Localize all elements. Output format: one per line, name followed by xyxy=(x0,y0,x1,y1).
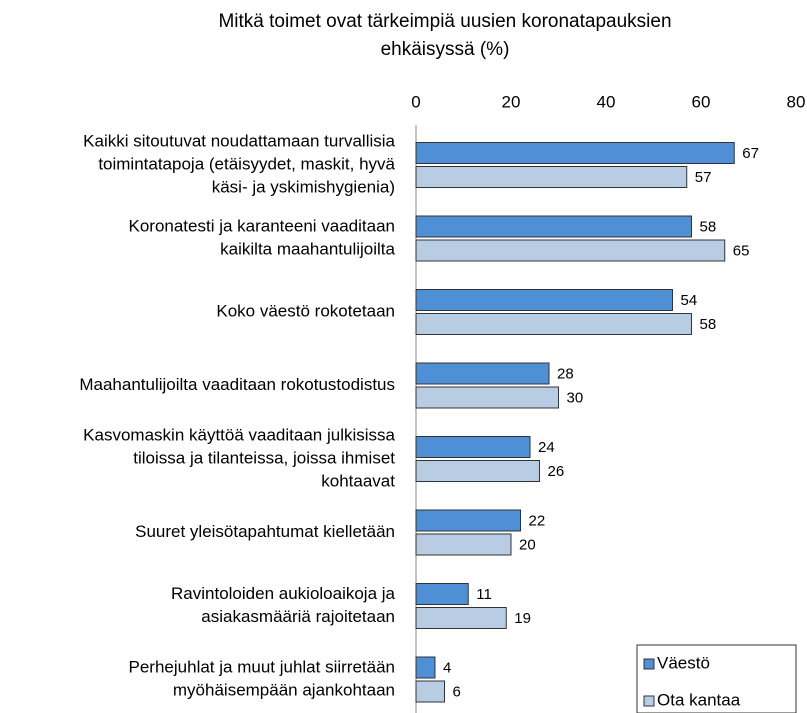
value-label: 26 xyxy=(548,463,565,480)
value-label: 22 xyxy=(529,512,546,529)
x-tick-label: 80 xyxy=(787,92,806,111)
bar xyxy=(415,239,726,262)
category-label: toimintatapoja (etäisyydet, maskit, hyvä xyxy=(98,154,395,173)
bar xyxy=(415,436,531,458)
value-label: 58 xyxy=(700,316,717,333)
bar xyxy=(415,656,436,679)
value-label: 20 xyxy=(519,536,536,553)
category-label: Koko väestö rokotetaan xyxy=(216,301,395,320)
legend-box xyxy=(636,644,797,713)
value-label: 54 xyxy=(681,292,698,309)
value-label: 24 xyxy=(538,439,555,456)
value-label: 58 xyxy=(700,218,717,235)
value-label: 4 xyxy=(443,659,451,676)
category-label: Kaikki sitoutuvat noudattamaan turvallis… xyxy=(83,131,395,150)
x-tick-label: 20 xyxy=(502,92,521,111)
legend-label: Ota kantaa xyxy=(657,690,741,709)
bar xyxy=(415,583,469,605)
category-label: Maahantulijoilta vaaditaan rokotustodist… xyxy=(79,375,395,394)
category-label: asiakasmääriä rajoitetaan xyxy=(201,607,395,626)
legend-swatch xyxy=(643,658,655,670)
chart-title: ehkäisyssä (%) xyxy=(381,39,510,60)
bar xyxy=(415,533,512,556)
x-tick-label: 60 xyxy=(692,92,711,111)
category-label: Koronatesti ja karanteeni vaaditaan xyxy=(128,216,395,235)
category-label: kaikilta maahantulijoilta xyxy=(220,239,395,258)
value-label: 30 xyxy=(567,389,584,406)
bar xyxy=(415,289,673,311)
legend-label: Väestö xyxy=(657,653,710,672)
bar xyxy=(415,362,550,385)
category-label: Suuret yleisötapahtumat kielletään xyxy=(135,522,395,541)
bar xyxy=(415,313,692,335)
bar xyxy=(415,142,735,164)
bar xyxy=(415,166,688,188)
value-label: 11 xyxy=(476,586,492,603)
bar xyxy=(415,680,445,703)
bar xyxy=(415,215,692,238)
bar xyxy=(415,386,559,409)
value-label: 67 xyxy=(742,145,759,162)
category-label: käsi- ja yskimishygienia) xyxy=(212,177,395,196)
x-tick-label: 0 xyxy=(411,92,420,111)
category-label: myöhäisempään ajankohtaan xyxy=(173,680,395,699)
category-label: tiloissa ja tilanteissa, joissa ihmiset xyxy=(133,448,395,467)
category-label: Kasvomaskin käyttöä vaaditaan julkisissa xyxy=(83,425,395,444)
category-label: Ravintoloiden aukioloaikoja ja xyxy=(171,584,396,603)
value-label: 65 xyxy=(733,242,750,259)
x-tick-label: 40 xyxy=(597,92,616,111)
value-label: 6 xyxy=(453,683,461,700)
legend-swatch xyxy=(643,695,655,707)
value-label: 57 xyxy=(695,169,712,186)
value-label: 19 xyxy=(514,610,531,627)
category-label: kohtaavat xyxy=(321,471,395,490)
bar xyxy=(415,509,521,532)
value-label: 28 xyxy=(557,365,574,382)
category-label: Perhejuhlat ja muut juhlat siirretään xyxy=(129,657,395,676)
bar xyxy=(415,460,540,482)
bar xyxy=(415,607,507,629)
chart-title: Mitkä toimet ovat tärkeimpiä uusien koro… xyxy=(218,11,671,32)
